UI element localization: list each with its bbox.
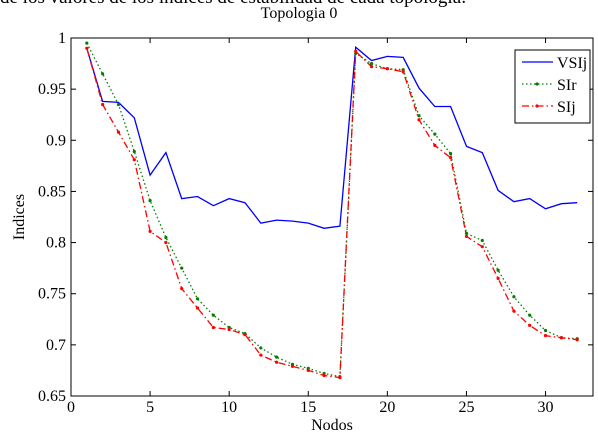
x-tick-label: 10 — [221, 399, 237, 416]
series-vsij — [86, 45, 578, 229]
data-point-sij — [164, 240, 168, 245]
data-point-sij — [148, 229, 152, 233]
data-point-sir — [480, 238, 484, 243]
legend: VSIj SIr SIj — [514, 49, 591, 124]
y-axis-label: Indices — [11, 194, 28, 240]
data-point-sir — [180, 266, 184, 270]
data-point-sij — [243, 333, 247, 337]
data-point-sir — [101, 72, 105, 76]
data-point-sij — [275, 360, 279, 364]
data-point-sij — [259, 353, 263, 357]
y-tick-label: 0.9 — [46, 132, 66, 149]
data-point-sir — [275, 355, 279, 359]
data-point-sij — [101, 102, 105, 107]
data-point-sir — [259, 346, 263, 350]
y-tick-label: 0.75 — [38, 286, 66, 303]
data-point-sij — [116, 130, 121, 134]
x-tick-label: 30 — [538, 399, 554, 416]
data-point-sir — [433, 132, 437, 136]
chart-title: Topologia 0 — [260, 5, 338, 22]
data-point-sij — [322, 373, 326, 378]
data-point-sir — [512, 295, 516, 299]
legend-label-vsij: VSIj — [557, 55, 587, 72]
series-line-sir — [86, 42, 578, 378]
x-tick-label: 0 — [67, 399, 75, 416]
y-tick-label: 0.85 — [38, 183, 66, 200]
data-point-sir — [417, 114, 421, 118]
series-line-sij — [86, 48, 578, 379]
data-point-sij — [417, 118, 421, 122]
data-point-sij — [211, 325, 215, 330]
data-point-sij — [464, 234, 469, 239]
x-tick-label: 25 — [458, 399, 474, 416]
data-point-sir — [164, 235, 168, 240]
x-tick-label: 5 — [146, 399, 154, 416]
data-point-sij — [369, 65, 374, 69]
data-point-sij — [354, 49, 358, 53]
data-point-sij — [227, 327, 231, 332]
plot-frame — [70, 37, 594, 397]
data-point-sij — [512, 309, 516, 313]
series-sir — [85, 41, 579, 379]
data-point-sij — [480, 245, 484, 249]
legend-marker-sir — [535, 82, 539, 86]
data-point-sir — [464, 231, 469, 235]
data-point-sij — [433, 143, 437, 147]
caption-fragment: de los valores de los índices de estabil… — [0, 0, 466, 9]
series-sij — [85, 46, 579, 380]
legend-marker-sij — [535, 104, 539, 108]
data-point-sir — [528, 313, 532, 317]
data-point-sir — [496, 268, 500, 272]
y-tick-label: 0.8 — [46, 235, 66, 252]
data-point-sir — [195, 297, 200, 301]
y-tick-label: 0.95 — [38, 81, 66, 98]
data-point-sij — [528, 323, 532, 328]
data-point-sir — [543, 328, 548, 333]
data-point-sij — [338, 375, 342, 380]
y-tick-label: 0.65 — [38, 388, 66, 405]
y-tick-label: 0.7 — [46, 337, 66, 354]
data-point-sij — [85, 46, 89, 50]
data-point-sij — [401, 70, 405, 74]
data-point-sij — [385, 67, 389, 71]
data-point-sij — [290, 364, 295, 368]
data-point-sir — [116, 102, 121, 107]
x-tick-label: 20 — [379, 399, 395, 416]
y-tick-label: 1 — [58, 30, 66, 47]
x-tick-label: 15 — [300, 399, 316, 416]
data-point-sir — [85, 41, 89, 45]
data-point-sir — [148, 199, 152, 203]
data-point-sir — [132, 149, 136, 154]
data-point-sij — [449, 156, 453, 160]
data-point-sir — [211, 313, 215, 317]
legend-label-sij: SIj — [557, 99, 576, 116]
legend-label-sir: SIr — [557, 77, 577, 94]
data-point-sij — [195, 306, 200, 310]
series-line-vsij — [86, 45, 578, 229]
data-point-sij — [559, 336, 563, 340]
data-point-sij — [575, 338, 579, 342]
data-point-sij — [306, 368, 310, 373]
data-point-sij — [180, 287, 184, 291]
data-point-sir — [369, 61, 374, 66]
data-point-sij — [132, 158, 136, 162]
x-axis-label: Nodos — [311, 417, 353, 432]
data-point-sij — [496, 276, 500, 280]
data-point-sij — [543, 334, 548, 338]
data-point-sir — [449, 151, 453, 156]
